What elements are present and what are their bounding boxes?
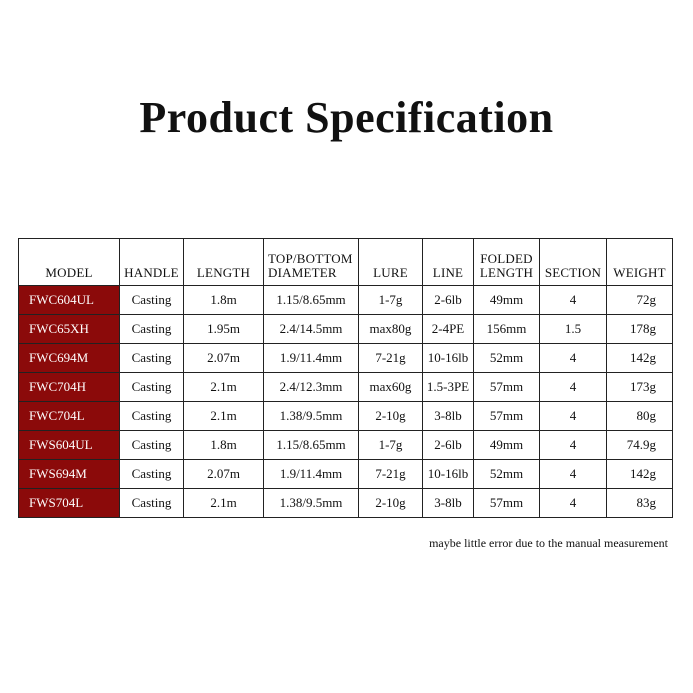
table-cell: 4	[539, 372, 607, 402]
table-cell: Casting	[119, 401, 184, 431]
table-header-row: MODEL HANDLE LENGTH TOP/BOTTOM DIAMETER LURE…	[18, 238, 673, 286]
column-header: TOP/BOTTOM DIAMETER	[263, 238, 359, 286]
table-cell: 2.07m	[183, 459, 264, 489]
table-row: FWS704L Casting 2.1m 1.38/9.5mm 2-10g 3-8lb 57…	[18, 488, 673, 518]
table-cell: 2-10g	[358, 401, 423, 431]
table-cell: 1.15/8.65mm	[263, 430, 359, 460]
column-header: FOLDED LENGTH	[473, 238, 540, 286]
table-cell: Casting	[119, 285, 184, 315]
table-cell: Casting	[119, 459, 184, 489]
table-cell: 3-8lb	[422, 488, 474, 518]
table-cell: 74.9g	[606, 430, 673, 460]
page-title: Product Specification	[139, 93, 554, 142]
table-cell: 1.5-3PE	[422, 372, 474, 402]
table-cell: 4	[539, 285, 607, 315]
table-cell: 1-7g	[358, 430, 423, 460]
table-cell: 1.8m	[183, 285, 264, 315]
model-cell: FWC704L	[18, 401, 120, 431]
table-row: FWC65XH Casting 1.95m 2.4/14.5mm max80g 2-4PE…	[18, 314, 673, 344]
table-cell: Casting	[119, 372, 184, 402]
table-cell: 80g	[606, 401, 673, 431]
column-header: MODEL	[18, 238, 120, 286]
table-cell: 1.8m	[183, 430, 264, 460]
table-cell: 173g	[606, 372, 673, 402]
table-cell: 2.4/12.3mm	[263, 372, 359, 402]
table-cell: 2.4/14.5mm	[263, 314, 359, 344]
table-cell: 2-10g	[358, 488, 423, 518]
model-cell: FWS704L	[18, 488, 120, 518]
table-cell: 10-16lb	[422, 459, 474, 489]
table-cell: 1.95m	[183, 314, 264, 344]
table-row: FWC704H Casting 2.1m 2.4/12.3mm max60g 1.5-3P…	[18, 372, 673, 402]
table-cell: 142g	[606, 459, 673, 489]
spec-table: MODEL HANDLE LENGTH TOP/BOTTOM DIAMETER LURE…	[18, 238, 673, 518]
table-cell: max60g	[358, 372, 423, 402]
table-cell: Casting	[119, 430, 184, 460]
table-cell: Casting	[119, 343, 184, 373]
table-cell: 1.5	[539, 314, 607, 344]
table-cell: 1.9/11.4mm	[263, 459, 359, 489]
table-cell: max80g	[358, 314, 423, 344]
table-cell: 7-21g	[358, 343, 423, 373]
column-header: HANDLE	[119, 238, 184, 286]
table-cell: 1-7g	[358, 285, 423, 315]
model-cell: FWC694M	[18, 343, 120, 373]
table-cell: 2.1m	[183, 488, 264, 518]
column-header: LINE	[422, 238, 474, 286]
table-cell: 4	[539, 459, 607, 489]
table-cell: 1.9/11.4mm	[263, 343, 359, 373]
table-cell: 10-16lb	[422, 343, 474, 373]
table-cell: 52mm	[473, 459, 540, 489]
table-cell: 4	[539, 488, 607, 518]
table-cell: 1.38/9.5mm	[263, 401, 359, 431]
table-cell: 83g	[606, 488, 673, 518]
table-cell: 2.1m	[183, 401, 264, 431]
table-row: FWS694M Casting 2.07m 1.9/11.4mm 7-21g 10-16l…	[18, 459, 673, 489]
table-cell: 178g	[606, 314, 673, 344]
table-cell: 2.07m	[183, 343, 264, 373]
model-cell: FWC65XH	[18, 314, 120, 344]
table-cell: 1.38/9.5mm	[263, 488, 359, 518]
table-cell: 4	[539, 401, 607, 431]
table-cell: 4	[539, 343, 607, 373]
table-cell: 57mm	[473, 488, 540, 518]
table-cell: 2-6lb	[422, 430, 474, 460]
model-cell: FWC604UL	[18, 285, 120, 315]
model-cell: FWS604UL	[18, 430, 120, 460]
table-row: FWC604UL Casting 1.8m 1.15/8.65mm 1-7g 2-6lb 4…	[18, 285, 673, 315]
table-cell: 57mm	[473, 372, 540, 402]
measurement-note: maybe little error due to the manual mea…	[429, 536, 668, 550]
model-cell: FWC704H	[18, 372, 120, 402]
table-row: FWC694M Casting 2.07m 1.9/11.4mm 7-21g 10-16l…	[18, 343, 673, 373]
column-header: SECTION	[539, 238, 607, 286]
table-row: FWS604UL Casting 1.8m 1.15/8.65mm 1-7g 2-6lb 4…	[18, 430, 673, 460]
table-cell: 72g	[606, 285, 673, 315]
table-cell: 2-4PE	[422, 314, 474, 344]
column-header: LENGTH	[183, 238, 264, 286]
column-header: WEIGHT	[606, 238, 673, 286]
table-cell: 156mm	[473, 314, 540, 344]
table-cell: Casting	[119, 314, 184, 344]
column-header: LURE	[358, 238, 423, 286]
table-cell: 57mm	[473, 401, 540, 431]
model-cell: FWS694M	[18, 459, 120, 489]
table-cell: 49mm	[473, 430, 540, 460]
table-cell: 3-8lb	[422, 401, 474, 431]
table-cell: 4	[539, 430, 607, 460]
table-cell: 142g	[606, 343, 673, 373]
table-row: FWC704L Casting 2.1m 1.38/9.5mm 2-10g 3-8lb 57…	[18, 401, 673, 431]
table-cell: 2-6lb	[422, 285, 474, 315]
table-cell: 49mm	[473, 285, 540, 315]
table-cell: 1.15/8.65mm	[263, 285, 359, 315]
table-cell: Casting	[119, 488, 184, 518]
table-cell: 7-21g	[358, 459, 423, 489]
table-cell: 52mm	[473, 343, 540, 373]
table-cell: 2.1m	[183, 372, 264, 402]
